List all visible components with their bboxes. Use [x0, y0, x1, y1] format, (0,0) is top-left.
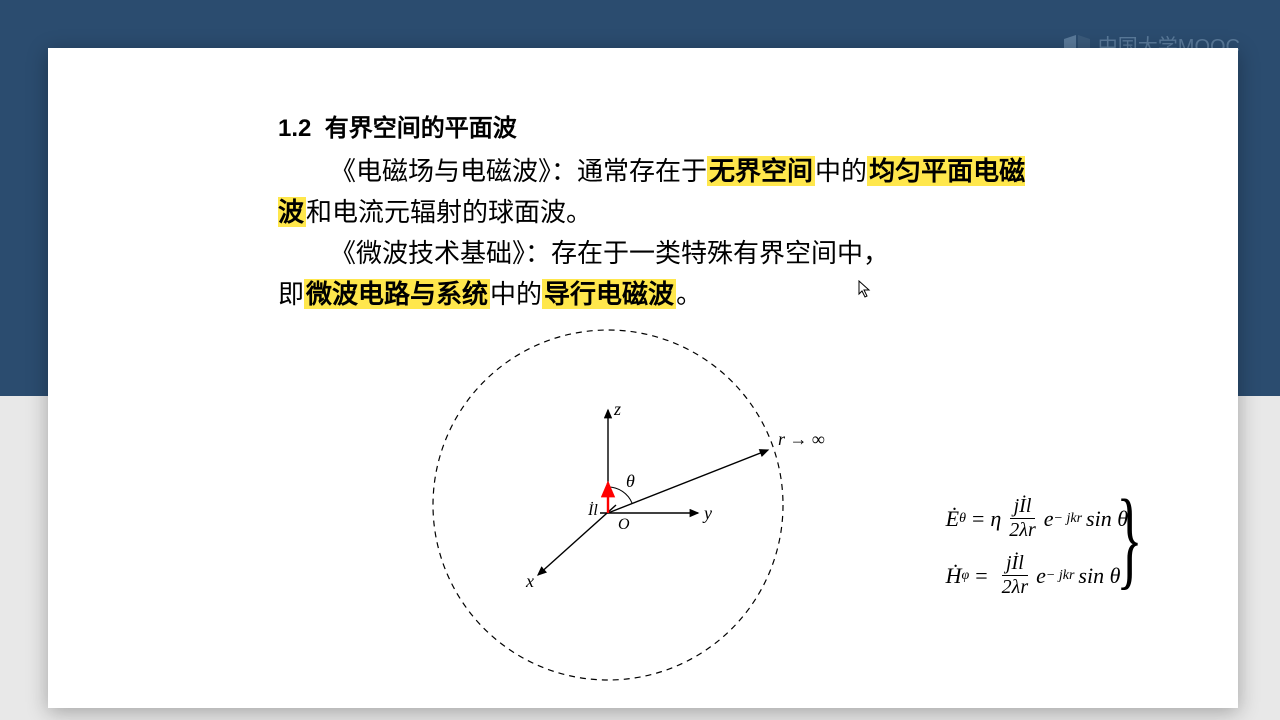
p1-book: 《电磁场与电磁波》: [330, 157, 551, 186]
p2-mid: ：存在于一类特殊有界空间中，: [525, 239, 889, 268]
E-frac: jİl 2λr: [1005, 495, 1039, 542]
E-num: jİl: [1010, 495, 1036, 519]
p2-book: 《微波技术基础》: [330, 239, 525, 268]
slide-page: 1.2 有界空间的平面波 《电磁场与电磁波》：通常存在于无界空间中的均匀平面电磁…: [48, 48, 1238, 708]
svg-text:İl: İl: [587, 501, 598, 519]
section-number: 1.2: [278, 115, 311, 142]
H-exp-sup: − jkr: [1046, 568, 1075, 584]
formula-E: Ėθ = η jİl 2λr e− jkr sin θ: [946, 495, 1128, 542]
section-heading: 1.2 有界空间的平面波: [278, 108, 1038, 143]
svg-text:θ: θ: [626, 471, 635, 491]
paragraph-1: 《电磁场与电磁波》：通常存在于无界空间中的均匀平面电磁波和电流元辐射的球面波。: [278, 151, 1038, 234]
H-tail: sin θ: [1078, 563, 1120, 589]
H-lhs: Ḣ: [946, 563, 962, 589]
p2-mid2: 中的: [490, 280, 542, 309]
p2-highlight-2: 导行电磁波: [542, 279, 676, 309]
p1-mid: ：通常存在于: [551, 157, 707, 186]
svg-text:y: y: [702, 503, 712, 523]
cursor-icon: [858, 280, 872, 303]
p2-tail: 。: [676, 280, 702, 309]
E-exp: e: [1044, 506, 1054, 532]
text-content: 1.2 有界空间的平面波 《电磁场与电磁波》：通常存在于无界空间中的均匀平面电磁…: [278, 108, 1038, 685]
p1-highlight-1: 无界空间: [707, 156, 815, 186]
diagram-area: zyxr → ∞θOİl Ėθ = η jİl 2λr e− jkr sin θ…: [238, 315, 1038, 685]
p2-highlight-1: 微波电路与系统: [304, 279, 490, 309]
H-den: 2λr: [998, 576, 1032, 599]
svg-text:x: x: [525, 571, 534, 591]
p1-tail: 和电流元辐射的球面波。: [306, 198, 592, 227]
H-num: jİl: [1002, 552, 1028, 576]
formula-H: Ḣφ = jİl 2λr e− jkr sin θ: [946, 552, 1128, 599]
E-lhs: Ė: [946, 506, 959, 532]
coordinate-diagram: z y x r → ∞ θ O İl: [238, 315, 998, 685]
E-eta: η: [990, 506, 1001, 532]
p1-mid2: 中的: [815, 157, 867, 186]
H-frac: jİl 2λr: [998, 552, 1032, 599]
right-brace-icon: }: [1116, 483, 1142, 593]
svg-text:O: O: [618, 516, 630, 533]
p2-pre: 即: [278, 280, 304, 309]
section-title-text: 有界空间的平面波: [325, 115, 517, 142]
H-sub: φ: [962, 568, 970, 584]
E-exp-sup: − jkr: [1054, 511, 1083, 527]
H-exp: e: [1036, 563, 1046, 589]
E-den: 2λr: [1005, 519, 1039, 542]
svg-text:z: z: [613, 399, 621, 419]
formula-block: Ėθ = η jİl 2λr e− jkr sin θ Ḣφ = jİl 2λr: [946, 485, 1128, 609]
E-sub: θ: [959, 511, 966, 527]
svg-text:r → ∞: r → ∞: [778, 429, 825, 449]
paragraph-2: 《微波技术基础》：存在于一类特殊有界空间中， 即微波电路与系统中的导行电磁波。: [278, 234, 1038, 316]
